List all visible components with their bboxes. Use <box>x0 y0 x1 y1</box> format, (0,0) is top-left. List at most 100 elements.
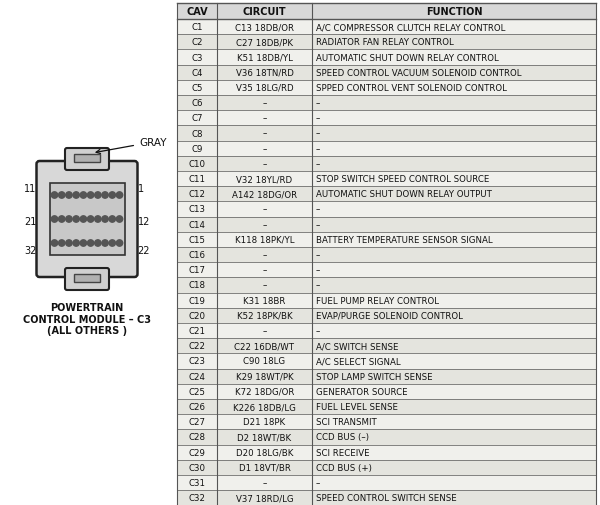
Bar <box>74 155 100 163</box>
Bar <box>177 247 217 263</box>
Bar <box>312 50 596 66</box>
Bar <box>312 384 596 399</box>
Bar <box>312 35 596 50</box>
Bar <box>217 202 312 217</box>
Text: CCD BUS (+): CCD BUS (+) <box>316 463 372 472</box>
Bar <box>177 141 217 157</box>
Bar <box>312 66 596 81</box>
Circle shape <box>52 216 58 223</box>
Bar <box>177 430 217 445</box>
Bar <box>217 369 312 384</box>
Text: SPEED CONTROL VACUUM SOLENOID CONTROL: SPEED CONTROL VACUUM SOLENOID CONTROL <box>316 69 521 78</box>
Text: C27: C27 <box>188 418 205 426</box>
Bar <box>217 354 312 369</box>
Bar <box>177 4 217 20</box>
Bar <box>217 415 312 430</box>
Text: STOP LAMP SWITCH SENSE: STOP LAMP SWITCH SENSE <box>316 372 433 381</box>
Text: C30: C30 <box>188 463 205 472</box>
Bar <box>312 263 596 278</box>
Text: C23: C23 <box>188 357 205 366</box>
Text: –: – <box>262 326 266 335</box>
Text: V32 18YL/RD: V32 18YL/RD <box>236 175 293 184</box>
Circle shape <box>88 192 94 199</box>
Bar <box>217 172 312 187</box>
Circle shape <box>66 192 72 199</box>
Bar <box>312 111 596 126</box>
Bar <box>312 141 596 157</box>
Text: C26: C26 <box>188 402 205 411</box>
Text: SCI RECEIVE: SCI RECEIVE <box>316 448 370 457</box>
Text: EVAP/PURGE SOLENOID CONTROL: EVAP/PURGE SOLENOID CONTROL <box>316 311 463 320</box>
Text: CIRCUIT: CIRCUIT <box>242 7 286 17</box>
Text: CAV: CAV <box>186 7 208 17</box>
Bar <box>312 81 596 96</box>
Bar <box>312 247 596 263</box>
Text: D2 18WT/BK: D2 18WT/BK <box>238 433 292 442</box>
Text: 32: 32 <box>24 245 37 256</box>
Bar <box>312 338 596 354</box>
Text: GENERATOR SOURCE: GENERATOR SOURCE <box>316 387 407 396</box>
Text: –: – <box>262 129 266 138</box>
Bar <box>177 399 217 415</box>
Text: FUEL LEVEL SENSE: FUEL LEVEL SENSE <box>316 402 398 411</box>
Text: –: – <box>262 281 266 290</box>
Bar <box>49 184 125 256</box>
Bar <box>177 475 217 490</box>
Text: C11: C11 <box>188 175 205 184</box>
Bar <box>312 369 596 384</box>
Bar <box>177 278 217 293</box>
Text: K29 18WT/PK: K29 18WT/PK <box>236 372 293 381</box>
Text: C8: C8 <box>191 129 203 138</box>
Text: C13: C13 <box>188 205 205 214</box>
Text: C31: C31 <box>188 478 205 487</box>
Bar <box>312 460 596 475</box>
Circle shape <box>95 216 101 223</box>
Text: K72 18DG/OR: K72 18DG/OR <box>235 387 294 396</box>
Text: STOP SWITCH SPEED CONTROL SOURCE: STOP SWITCH SPEED CONTROL SOURCE <box>316 175 490 184</box>
Text: C1: C1 <box>191 23 203 32</box>
Bar <box>177 415 217 430</box>
Bar <box>177 490 217 505</box>
Text: C14: C14 <box>188 220 205 229</box>
Text: C5: C5 <box>191 84 203 93</box>
Bar <box>177 81 217 96</box>
Bar <box>217 247 312 263</box>
Text: –: – <box>316 478 320 487</box>
Text: –: – <box>262 266 266 275</box>
Text: C28: C28 <box>188 433 205 442</box>
Bar <box>217 35 312 50</box>
Circle shape <box>102 240 108 247</box>
Text: CCD BUS (–): CCD BUS (–) <box>316 433 369 442</box>
Bar <box>177 263 217 278</box>
Circle shape <box>88 216 94 223</box>
Circle shape <box>116 192 123 199</box>
Text: –: – <box>316 220 320 229</box>
Bar <box>217 50 312 66</box>
Text: V36 18TN/RD: V36 18TN/RD <box>236 69 293 78</box>
Bar <box>177 157 217 172</box>
Text: –: – <box>262 160 266 169</box>
Text: –: – <box>262 220 266 229</box>
Text: C25: C25 <box>188 387 205 396</box>
Circle shape <box>59 192 65 199</box>
Text: K52 18PK/BK: K52 18PK/BK <box>236 311 292 320</box>
Text: AUTOMATIC SHUT DOWN RELAY CONTROL: AUTOMATIC SHUT DOWN RELAY CONTROL <box>316 54 499 63</box>
Circle shape <box>73 216 79 223</box>
Bar <box>312 96 596 111</box>
Bar <box>177 96 217 111</box>
Text: BATTERY TEMPERATURE SENSOR SIGNAL: BATTERY TEMPERATURE SENSOR SIGNAL <box>316 235 493 244</box>
Text: FUNCTION: FUNCTION <box>426 7 482 17</box>
Bar <box>177 66 217 81</box>
Bar <box>177 172 217 187</box>
Bar <box>312 187 596 202</box>
Text: 11: 11 <box>24 184 37 193</box>
Text: –: – <box>316 326 320 335</box>
Text: K118 18PK/YL: K118 18PK/YL <box>235 235 294 244</box>
Text: 1: 1 <box>137 184 143 193</box>
Bar <box>312 278 596 293</box>
Bar <box>217 111 312 126</box>
Bar <box>312 293 596 308</box>
Bar <box>217 338 312 354</box>
Bar <box>217 445 312 460</box>
Bar <box>177 232 217 247</box>
